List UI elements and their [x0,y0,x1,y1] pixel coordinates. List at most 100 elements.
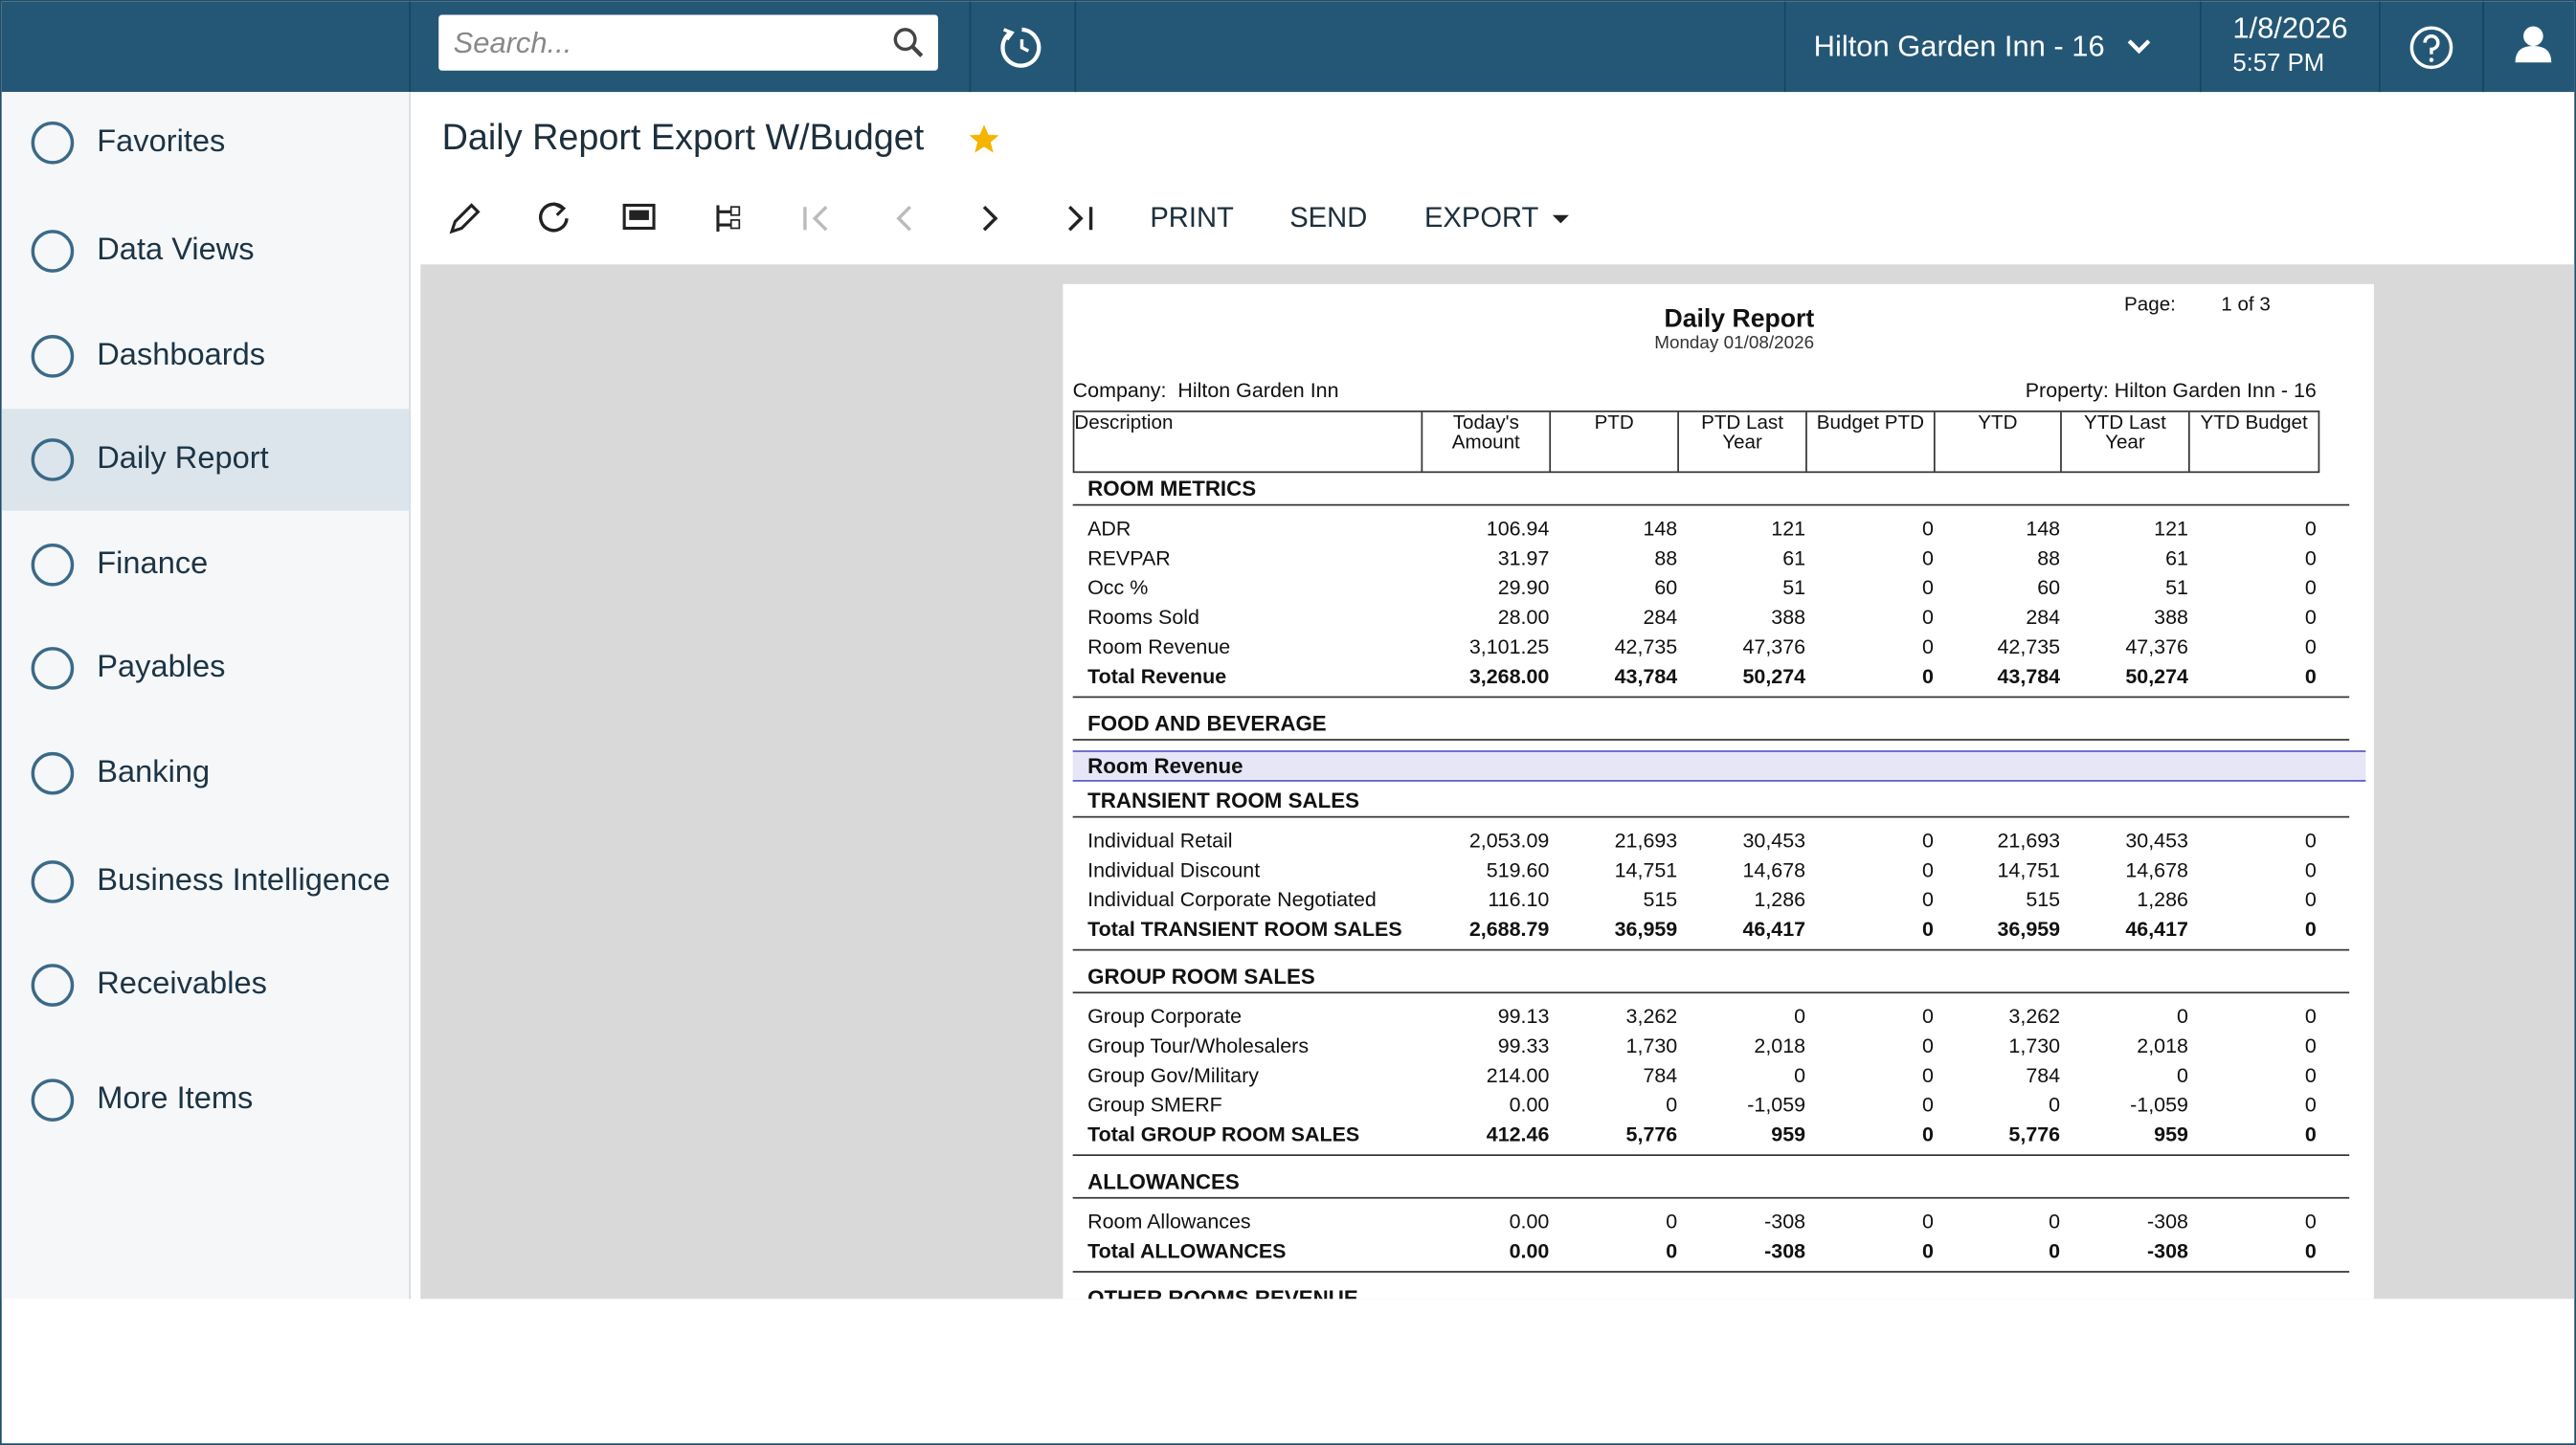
report-row: Total GROUP ROOM SALES 412.46 5,776 959 0 5,7… [1073,1122,2364,1151]
cell-value: 0 [1922,858,1934,882]
report-row: Total TRANSIENT ROOM SALES 2,688.79 36,959… [1073,916,2364,945]
cell-value: 0 [2304,858,2317,882]
separator [2379,1,2381,93]
row-label: Total TRANSIENT ROOM SALES [1087,918,1402,942]
nav-icon [31,751,75,795]
cell-value: 0 [1922,1239,1934,1263]
toolbar-button[interactable]: PRINT [1150,202,1234,233]
cell-value: 0 [2049,1210,2061,1234]
toolbar-button[interactable]: SEND [1289,202,1368,233]
nav-item[interactable]: Payables [2,617,410,719]
cell-value: 121 [1771,517,1806,541]
cell-value: 0 [1794,1063,1806,1087]
nav-item[interactable]: Banking [2,722,410,824]
search-icon[interactable] [892,26,925,58]
cell-value: 106.94 [1486,517,1550,541]
cell-value: 51 [1782,576,1806,600]
section-heading: FOOD AND BEVERAGE [1072,708,2350,741]
cell-value: 0 [1922,1005,1934,1029]
chevron-down[interactable] [2126,37,2152,57]
nav-icon [31,335,75,378]
nav-icon [31,1078,75,1122]
cell-value: 0 [2304,888,2317,912]
nav-item[interactable]: Dashboards [2,305,410,407]
cell-value: 0 [2304,1093,2317,1117]
favorite-star[interactable] [968,123,1000,156]
nav-label: More Items [97,1081,254,1117]
cell-value: 148 [1643,517,1678,541]
cell-value: 0 [1922,517,1934,541]
column-header: PTD [1551,412,1679,472]
cell-value: 0 [2304,1063,2317,1087]
cell-value: 0 [1922,1210,1934,1234]
row-label: Room Revenue [1087,635,1231,659]
cell-value: 60 [2037,576,2061,600]
cell-value: 88 [2037,546,2061,570]
cell-value: 3,101.25 [1468,635,1550,659]
row-label: Group Tour/Wholesalers [1087,1034,1310,1058]
cell-value: 47,376 [2125,635,2188,659]
nav-item[interactable]: Data Views [2,200,410,301]
cell-value: 214.00 [1486,1063,1550,1087]
cell-value: 61 [1782,546,1806,570]
cell-value: 43,784 [1614,664,1678,688]
section-heading: OTHER ROOMS REVENUE [1073,1282,2349,1300]
report-body: ROOM METRICS ADR 106.94 148 121 0 148 121 0 REVPA… [1072,473,2366,1300]
help-icon[interactable] [2408,25,2454,71]
cell-value: 0.00 [1509,1210,1550,1234]
cell-value: 784 [2026,1063,2061,1087]
nav-label: Dashboards [97,338,266,373]
report-page: Daily Report Monday 01/08/2026 Page: 1 o… [1063,283,2374,1300]
search-placeholder: Search... [453,26,572,59]
cell-value: 0 [1922,606,1934,630]
nav-item[interactable]: Daily Report [1,409,410,511]
nav-icon [31,543,75,587]
cell-value: 28.00 [1497,606,1550,630]
nav-label: Favorites [97,124,226,160]
cell-value: 0 [1922,635,1934,659]
cell-value: 121 [2154,517,2188,541]
cell-value: 14,678 [2125,858,2188,882]
cell-value: 43,784 [1997,664,2061,688]
cell-value: 0 [2049,1239,2061,1263]
history-icon[interactable] [997,23,1046,72]
cell-value: 31.97 [1497,546,1550,570]
nav-item[interactable]: Business Intelligence [2,831,410,932]
cell-value: -308 [1764,1210,1806,1234]
nav-item[interactable]: Favorites [2,92,410,193]
nav-item[interactable]: Receivables [2,934,410,1035]
separator [1074,1,1077,93]
report-row: ADR 106.94 148 121 0 148 121 0 [1073,516,2364,545]
property: Property: Hilton Garden Inn - 16 [2025,379,2317,403]
cell-value: 0.00 [1509,1093,1550,1117]
cell-value: 99.13 [1497,1005,1550,1029]
report-row: Group Tour/Wholesalers 99.33 1,730 2,018 0 1,… [1073,1033,2364,1062]
search-box[interactable]: Search... [438,14,938,71]
cell-value: 0 [2304,1034,2317,1058]
report-row: Room Allowances 0.00 0 -308 0 0 -308 0 [1073,1209,2364,1238]
property-selector[interactable]: Hilton Garden Inn - 16 [1813,29,2105,63]
toolbar-button[interactable]: EXPORT [1423,202,1539,233]
cell-value: 2,018 [2137,1034,2188,1058]
nav-item[interactable]: Finance [2,514,410,615]
cell-value: 0 [1666,1210,1678,1234]
toolbar-icons[interactable] [445,199,1119,238]
cell-value: 14,751 [1614,858,1678,882]
cell-value: 0 [1794,1005,1806,1029]
export-caret[interactable] [1551,213,1571,227]
column-header: Description [1074,412,1423,472]
nav-label: Payables [97,650,226,685]
cell-value: 1,286 [1754,888,1806,912]
cell-value: 14,751 [1997,858,2061,882]
cell-value: 0 [2304,546,2317,570]
user-icon[interactable] [2512,23,2555,66]
row-label: Total GROUP ROOM SALES [1087,1123,1360,1146]
cell-value: 959 [2154,1123,2188,1146]
cell-value: -1,059 [2130,1093,2188,1117]
nav-item[interactable]: More Items [2,1049,410,1150]
report-row: Individual Discount 519.60 14,751 14,678 0 14… [1073,857,2364,887]
cell-value: 0 [1666,1239,1678,1263]
section-heading: GROUP ROOM SALES [1072,961,2350,994]
cell-value: 284 [2026,606,2061,630]
cell-value: 29.90 [1497,576,1550,600]
